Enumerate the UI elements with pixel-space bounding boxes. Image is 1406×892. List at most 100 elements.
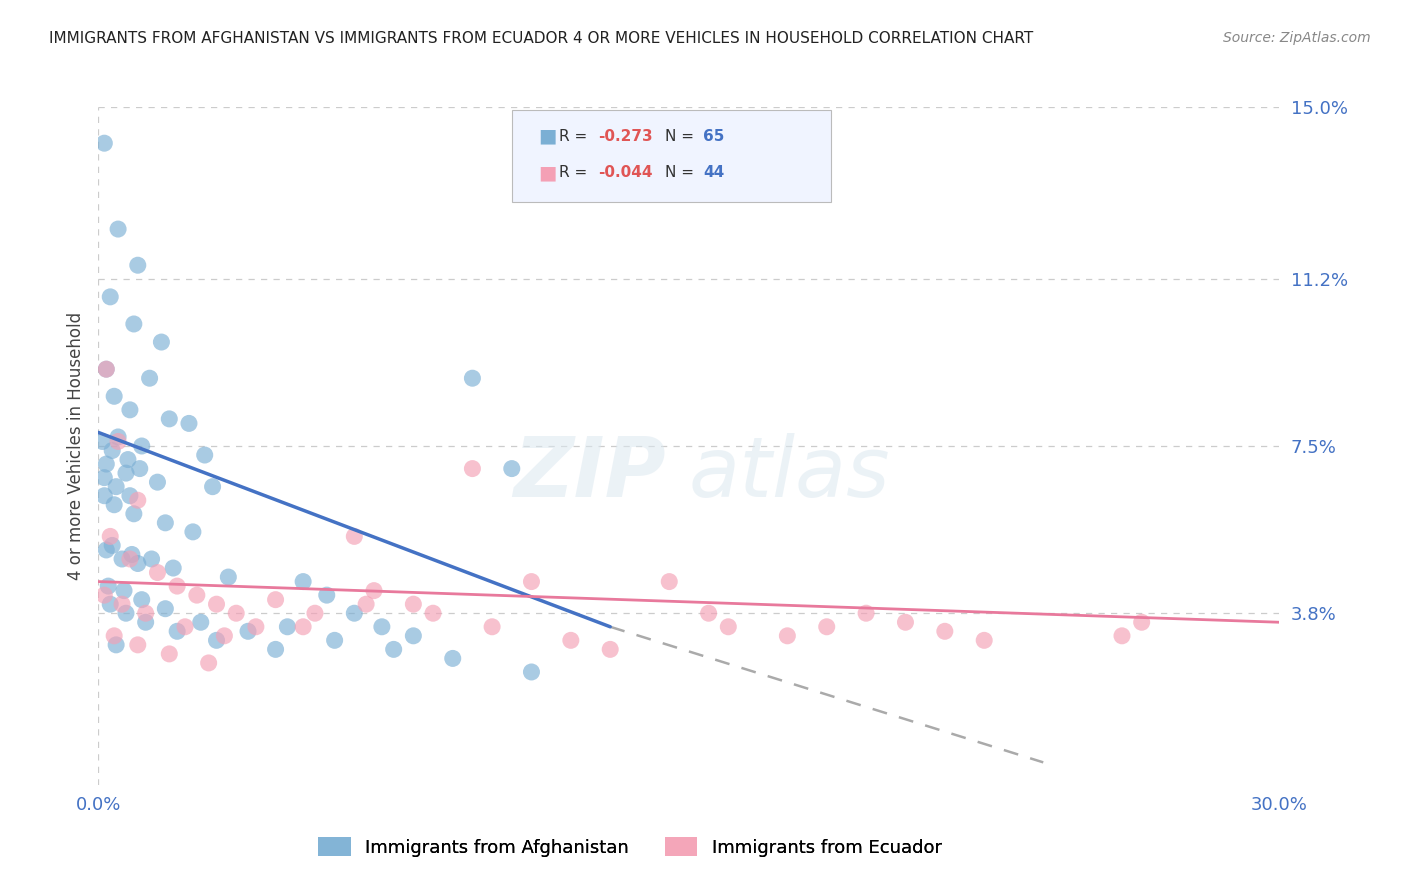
Point [441, 651, 464, 665]
Point [128, 461, 150, 475]
Point [371, 620, 394, 634]
Point [96, 362, 118, 376]
Point [138, 371, 160, 385]
Point [205, 633, 228, 648]
Point [98, 290, 121, 304]
Point [127, 638, 149, 652]
Point [815, 620, 838, 634]
Point [315, 588, 337, 602]
Point [501, 461, 523, 475]
Point [292, 620, 315, 634]
Point [93, 489, 115, 503]
Point [111, 552, 134, 566]
Point [520, 574, 543, 589]
Point [105, 480, 128, 494]
Text: Source: ZipAtlas.com: Source: ZipAtlas.com [1223, 31, 1371, 45]
Text: IMMIGRANTS FROM AFGHANISTAN VS IMMIGRANTS FROM ECUADOR 4 OR MORE VEHICLES IN HOU: IMMIGRANTS FROM AFGHANISTAN VS IMMIGRANT… [49, 31, 1033, 46]
Point [121, 548, 143, 562]
Point [166, 579, 188, 593]
Text: 44: 44 [703, 165, 724, 180]
Point [103, 389, 125, 403]
Point [323, 633, 346, 648]
Point [190, 615, 212, 630]
Point [118, 552, 141, 566]
Text: atlas: atlas [689, 433, 890, 514]
Point [97, 579, 120, 593]
Point [98, 529, 121, 543]
Point [422, 606, 444, 620]
Point [122, 317, 145, 331]
Point [101, 538, 124, 552]
Point [103, 498, 125, 512]
Point [363, 583, 385, 598]
Point [245, 620, 267, 634]
Point [131, 439, 153, 453]
Point [461, 371, 484, 385]
Point [127, 493, 149, 508]
Point [117, 452, 139, 467]
Point [91, 434, 114, 449]
Point [115, 466, 138, 480]
Point [107, 430, 129, 444]
Point [157, 412, 180, 426]
Point [155, 516, 177, 530]
Point [658, 574, 681, 589]
Point [599, 642, 621, 657]
Point [101, 443, 124, 458]
Point [93, 470, 115, 484]
Point [181, 524, 204, 539]
Point [382, 642, 405, 657]
Point [118, 402, 141, 417]
Point [177, 417, 200, 431]
Point [855, 606, 877, 620]
Point [934, 624, 956, 639]
Point [264, 642, 287, 657]
Point [127, 258, 149, 272]
Point [304, 606, 326, 620]
Point [776, 629, 799, 643]
Point [560, 633, 582, 648]
Point [155, 601, 177, 615]
Point [214, 629, 236, 643]
Point [141, 552, 163, 566]
Text: N =: N = [665, 128, 699, 144]
Point [103, 629, 125, 643]
Point [697, 606, 720, 620]
Text: ■: ■ [537, 163, 557, 182]
Y-axis label: 4 or more Vehicles in Household: 4 or more Vehicles in Household [66, 312, 84, 580]
Text: N =: N = [665, 165, 699, 180]
Point [186, 588, 208, 602]
Point [131, 592, 153, 607]
Point [118, 489, 141, 503]
Point [276, 620, 298, 634]
Point [122, 507, 145, 521]
Point [343, 606, 366, 620]
Point [96, 543, 118, 558]
Point [107, 222, 129, 236]
Point [205, 597, 228, 611]
Text: -0.273: -0.273 [598, 128, 652, 144]
Point [481, 620, 503, 634]
Point [166, 624, 188, 639]
Point [217, 570, 239, 584]
Point [354, 597, 377, 611]
Point [343, 529, 366, 543]
Point [194, 448, 217, 462]
Point [135, 615, 157, 630]
Point [115, 606, 138, 620]
Point [1130, 615, 1153, 630]
Point [894, 615, 917, 630]
Point [292, 574, 315, 589]
Point [157, 647, 180, 661]
Point [107, 434, 129, 449]
Point [150, 334, 173, 349]
Text: 65: 65 [703, 128, 724, 144]
Point [461, 461, 484, 475]
Point [162, 561, 184, 575]
Point [146, 475, 169, 490]
Text: -0.044: -0.044 [598, 165, 652, 180]
Point [98, 597, 121, 611]
Point [225, 606, 247, 620]
Text: R =: R = [560, 128, 592, 144]
Point [1111, 629, 1133, 643]
